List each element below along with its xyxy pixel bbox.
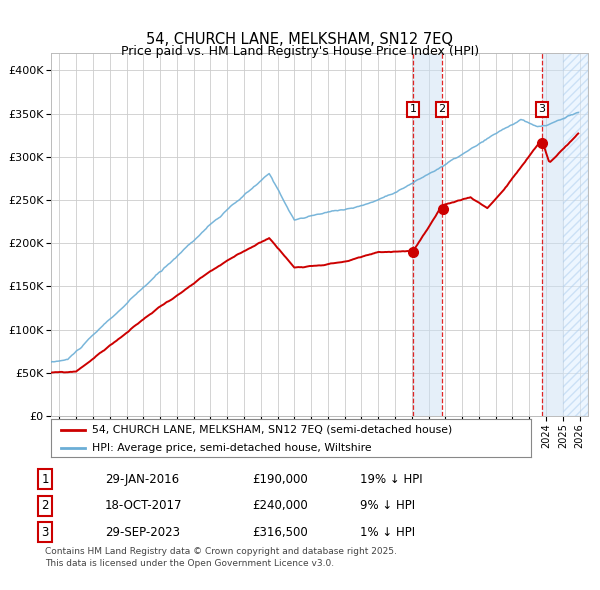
Text: £240,000: £240,000 [252, 499, 308, 512]
Text: 54, CHURCH LANE, MELKSHAM, SN12 7EQ (semi-detached house): 54, CHURCH LANE, MELKSHAM, SN12 7EQ (sem… [92, 425, 452, 435]
Text: Contains HM Land Registry data © Crown copyright and database right 2025.
This d: Contains HM Land Registry data © Crown c… [45, 547, 397, 568]
Text: 1: 1 [410, 104, 416, 114]
Text: HPI: Average price, semi-detached house, Wiltshire: HPI: Average price, semi-detached house,… [92, 442, 371, 453]
Bar [542, 53, 563, 416]
Text: 3: 3 [538, 104, 545, 114]
Bar [413, 53, 442, 416]
Text: 54, CHURCH LANE, MELKSHAM, SN12 7EQ: 54, CHURCH LANE, MELKSHAM, SN12 7EQ [146, 32, 454, 47]
Text: Price paid vs. HM Land Registry's House Price Index (HPI): Price paid vs. HM Land Registry's House … [121, 45, 479, 58]
Text: 9% ↓ HPI: 9% ↓ HPI [360, 499, 415, 512]
Text: £316,500: £316,500 [252, 526, 308, 539]
Text: 29-JAN-2016: 29-JAN-2016 [105, 473, 179, 486]
Text: 2: 2 [439, 104, 446, 114]
Bar [563, 53, 588, 416]
Text: 2: 2 [41, 499, 49, 512]
Text: 1: 1 [41, 473, 49, 486]
Text: 18-OCT-2017: 18-OCT-2017 [105, 499, 182, 512]
Text: £190,000: £190,000 [252, 473, 308, 486]
Text: 29-SEP-2023: 29-SEP-2023 [105, 526, 180, 539]
Text: 3: 3 [41, 526, 49, 539]
Text: 1% ↓ HPI: 1% ↓ HPI [360, 526, 415, 539]
Text: 19% ↓ HPI: 19% ↓ HPI [360, 473, 422, 486]
